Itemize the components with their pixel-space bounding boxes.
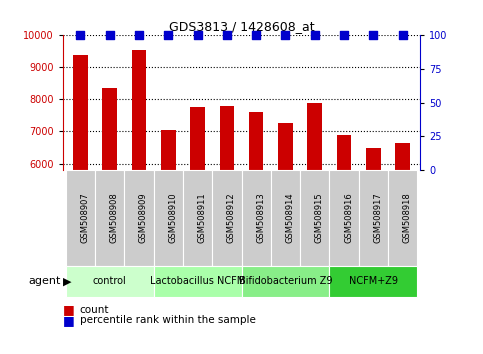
Text: Lactobacillus NCFM: Lactobacillus NCFM bbox=[150, 276, 245, 286]
Point bbox=[252, 33, 260, 38]
Point bbox=[106, 33, 114, 38]
Text: GSM508918: GSM508918 bbox=[403, 192, 412, 243]
Point bbox=[223, 33, 231, 38]
Text: ■: ■ bbox=[63, 314, 74, 327]
Text: agent: agent bbox=[28, 276, 61, 286]
Text: NCFM+Z9: NCFM+Z9 bbox=[349, 276, 398, 286]
Bar bbox=[337, 135, 351, 354]
Bar bbox=[132, 50, 146, 354]
Title: GDS3813 / 1428608_at: GDS3813 / 1428608_at bbox=[169, 20, 314, 33]
Point bbox=[369, 33, 377, 38]
Point bbox=[311, 33, 319, 38]
Text: GSM508910: GSM508910 bbox=[168, 192, 177, 243]
Point bbox=[164, 33, 172, 38]
Bar bbox=[249, 112, 263, 354]
Bar bbox=[307, 103, 322, 354]
Point bbox=[399, 33, 407, 38]
Text: Bifidobacterium Z9: Bifidobacterium Z9 bbox=[239, 276, 332, 286]
Bar bbox=[190, 108, 205, 354]
Bar bbox=[366, 148, 381, 354]
Text: GSM508915: GSM508915 bbox=[315, 192, 324, 243]
Text: ▶: ▶ bbox=[63, 276, 72, 286]
Bar bbox=[220, 106, 234, 354]
Bar bbox=[102, 88, 117, 354]
Text: GSM508911: GSM508911 bbox=[198, 192, 207, 243]
Text: GSM508914: GSM508914 bbox=[285, 192, 295, 243]
Text: GSM508908: GSM508908 bbox=[110, 192, 119, 243]
Bar bbox=[161, 130, 176, 354]
Text: GSM508907: GSM508907 bbox=[80, 192, 89, 243]
Text: GSM508916: GSM508916 bbox=[344, 192, 353, 243]
Text: ■: ■ bbox=[63, 303, 74, 316]
Bar bbox=[73, 55, 88, 354]
Point bbox=[135, 33, 143, 38]
Point bbox=[194, 33, 201, 38]
Text: count: count bbox=[80, 305, 109, 315]
Text: GSM508913: GSM508913 bbox=[256, 192, 265, 243]
Text: percentile rank within the sample: percentile rank within the sample bbox=[80, 315, 256, 325]
Point bbox=[340, 33, 348, 38]
Text: GSM508917: GSM508917 bbox=[373, 192, 383, 243]
Text: GSM508909: GSM508909 bbox=[139, 192, 148, 243]
Text: control: control bbox=[93, 276, 127, 286]
Bar bbox=[278, 124, 293, 354]
Text: GSM508912: GSM508912 bbox=[227, 192, 236, 243]
Point bbox=[282, 33, 289, 38]
Bar bbox=[395, 143, 410, 354]
Point bbox=[76, 33, 84, 38]
